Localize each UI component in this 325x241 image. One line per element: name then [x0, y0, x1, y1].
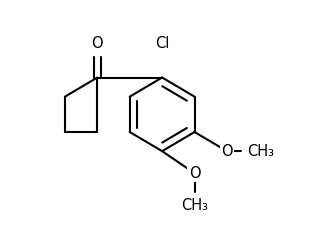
- Text: CH₃: CH₃: [181, 198, 208, 213]
- Text: O: O: [92, 36, 103, 51]
- Text: CH₃: CH₃: [248, 144, 275, 159]
- Text: O: O: [221, 144, 233, 159]
- Text: Cl: Cl: [155, 36, 169, 51]
- Text: O: O: [189, 166, 200, 181]
